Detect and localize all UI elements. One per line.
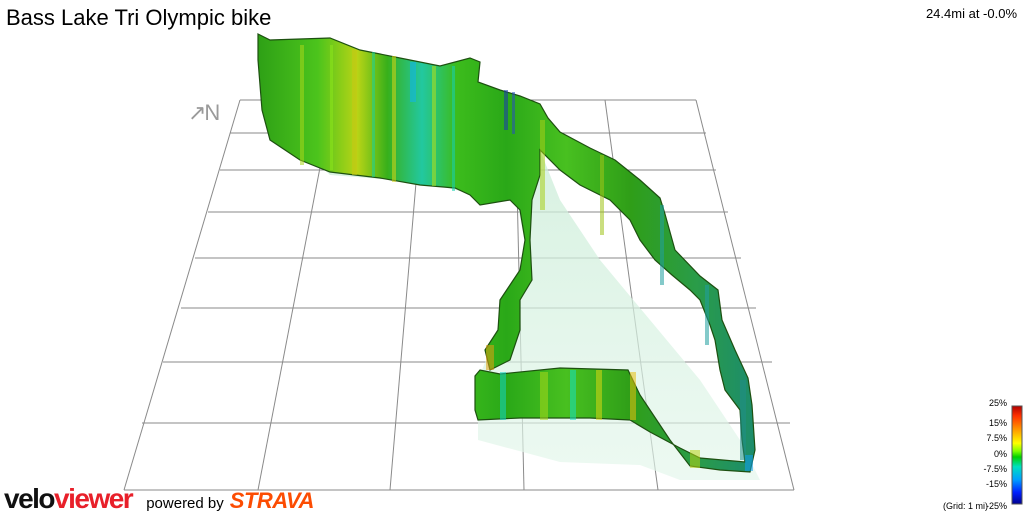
grid-line bbox=[123, 99, 241, 491]
route-title: Bass Lake Tri Olympic bike bbox=[6, 5, 272, 30]
legend-label: -15% bbox=[985, 479, 1007, 489]
powered-by-label: powered by bbox=[146, 495, 224, 512]
grid-line bbox=[695, 99, 795, 491]
legend-label: 7.5% bbox=[986, 433, 1007, 443]
veloviewer-logo-viewer[interactable]: viewer bbox=[54, 483, 134, 512]
legend-label: 25% bbox=[988, 398, 1007, 408]
branding-footer: velo viewer powered by STRAVA bbox=[4, 483, 314, 512]
legend-color-bar bbox=[1011, 405, 1023, 505]
strava-logo[interactable]: STRAVA bbox=[229, 488, 315, 512]
legend-label: 0% bbox=[993, 449, 1007, 459]
route-stats: 24.4mi at -0.0% bbox=[925, 6, 1017, 21]
route-wall bbox=[257, 33, 756, 473]
slope-stripes bbox=[300, 45, 753, 471]
legend-label: -25% bbox=[985, 501, 1007, 511]
slope-legend: 25% 15% 7.5% 0% -7.5% -15% -25% bbox=[924, 398, 1024, 512]
north-arrow-icon: ↗N bbox=[188, 100, 220, 125]
veloviewer-logo-velo[interactable]: velo bbox=[4, 483, 56, 512]
legend-label: -7.5% bbox=[983, 464, 1007, 474]
legend-label: 15% bbox=[988, 418, 1007, 428]
grid-scale-note: (Grid: 1 mi) bbox=[943, 501, 988, 511]
